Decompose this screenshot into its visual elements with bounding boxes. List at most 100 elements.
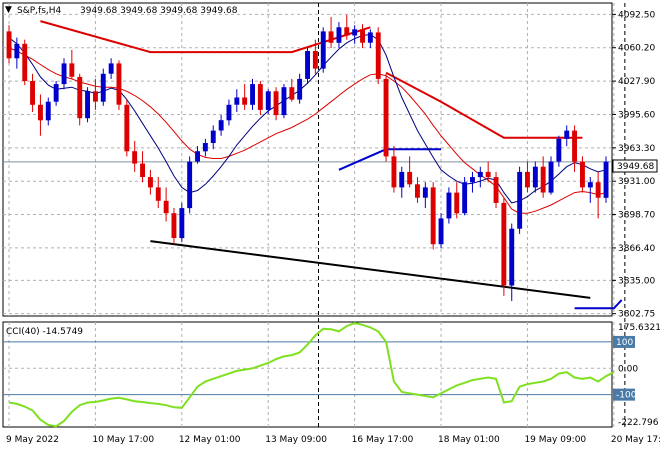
- candle-body: [415, 184, 420, 198]
- cci-series: [8, 321, 615, 428]
- candle-body: [257, 84, 263, 110]
- candle-body: [320, 31, 326, 69]
- candle-body: [100, 73, 106, 102]
- candle-body: [22, 43, 28, 81]
- candle-body: [226, 104, 232, 121]
- candle-body: [242, 97, 248, 105]
- time-tick-label: 16 May 17:00: [352, 435, 414, 445]
- slow-moving-average: [8, 47, 607, 214]
- candle-body: [187, 161, 193, 209]
- grid-lines: [3, 3, 626, 427]
- time-tick-label: 18 May 01:00: [438, 435, 500, 445]
- price-panel-frame: [2, 2, 613, 317]
- candle-body: [470, 177, 475, 183]
- candle-body: [93, 91, 98, 102]
- cci-line: [8, 321, 615, 428]
- candle-body: [77, 76, 83, 119]
- candle-body: [116, 63, 122, 105]
- price-tick-label: 4027.90: [618, 77, 655, 87]
- candle-body: [572, 130, 577, 162]
- candle-body: [218, 120, 224, 131]
- candle-body: [344, 27, 350, 36]
- candle-body: [171, 213, 177, 238]
- candle-body: [595, 182, 601, 198]
- candle-body: [148, 177, 153, 188]
- candle-body: [367, 32, 373, 43]
- trendline: [150, 240, 591, 299]
- candle-body: [6, 31, 12, 59]
- candle-body: [438, 218, 444, 245]
- time-axis: 9 May 2022 10 May 17:00 12 May 01:00 13 May…: [6, 435, 660, 445]
- cci-tick-label: 0.00: [618, 364, 638, 374]
- candle-body: [234, 97, 240, 105]
- last-price-box: [612, 159, 658, 173]
- time-tick-label: 9 May 2022: [6, 435, 59, 445]
- candle-body: [195, 151, 200, 162]
- candle-body: [540, 166, 546, 193]
- candle-body: [446, 192, 452, 219]
- candle-body: [383, 78, 389, 157]
- candle-body: [391, 156, 397, 188]
- support-trendline: [150, 240, 591, 299]
- candle-body: [493, 177, 499, 203]
- price-tick-label: 4092.50: [618, 10, 655, 20]
- candle-body: [140, 163, 145, 177]
- cci-tick-label: 175.6321: [618, 323, 660, 333]
- price-tick-label: 3931.00: [618, 177, 655, 187]
- candle-body: [250, 84, 255, 105]
- time-tick-label: 10 May 17:00: [92, 435, 154, 445]
- time-tick-label: 12 May 01:00: [179, 435, 241, 445]
- candle-body: [53, 84, 59, 102]
- cci-level-box: [613, 335, 635, 348]
- cci-label: CCI(40) -14.5749: [6, 327, 83, 337]
- candle-body: [273, 91, 279, 116]
- time-tick-label: 20 May 17:00: [611, 435, 660, 445]
- candle-body: [587, 182, 593, 188]
- price-tick-label: 3995.60: [618, 110, 655, 120]
- candle-body: [501, 202, 507, 286]
- price-tick-label: 3898.70: [618, 211, 655, 221]
- candle-body: [525, 171, 530, 188]
- cci-tick-label: -222.796: [618, 418, 659, 428]
- candle-body: [108, 63, 114, 74]
- candle-body: [462, 182, 468, 214]
- candle-body: [422, 187, 428, 198]
- candle-body: [564, 130, 570, 139]
- cci-axis: 175.6321 100 0.00 -100 -222.796: [613, 323, 660, 428]
- candle-body: [399, 171, 405, 188]
- cci-tick-label: 100: [616, 338, 633, 348]
- candle-body: [210, 130, 216, 143]
- price-tick-label: 3963.30: [618, 144, 655, 154]
- price-tick-label: 3866.40: [618, 244, 655, 254]
- candle-body: [297, 78, 303, 100]
- candle-body: [407, 171, 413, 185]
- cci-level-box: [613, 388, 635, 401]
- candle-body: [179, 208, 185, 239]
- candle-body: [328, 31, 334, 43]
- candle-body: [485, 171, 491, 178]
- candle-body: [312, 51, 318, 69]
- price-tick-label: 4060.20: [618, 44, 655, 54]
- candle-body: [477, 171, 483, 178]
- candle-body: [281, 87, 287, 116]
- candle-body: [85, 91, 90, 119]
- candle-body: [163, 200, 169, 214]
- candles: [6, 14, 609, 302]
- resistance-line: [385, 71, 583, 139]
- time-tick-label: 19 May 09:00: [524, 435, 586, 445]
- candle-body: [30, 81, 35, 105]
- candle-body: [509, 228, 515, 286]
- cci-tick-label: -100: [616, 391, 637, 401]
- candle-body: [61, 63, 67, 85]
- candle-body: [38, 104, 43, 121]
- time-tick-label: 13 May 09:00: [265, 435, 327, 445]
- candle-body: [124, 104, 130, 152]
- candle-body: [132, 151, 138, 164]
- last-price-label: 3949.68: [617, 162, 654, 172]
- candle-body: [352, 29, 358, 36]
- candle-body: [14, 43, 20, 59]
- candle-body: [580, 161, 585, 188]
- candle-body: [336, 27, 342, 43]
- candle-body: [454, 192, 460, 214]
